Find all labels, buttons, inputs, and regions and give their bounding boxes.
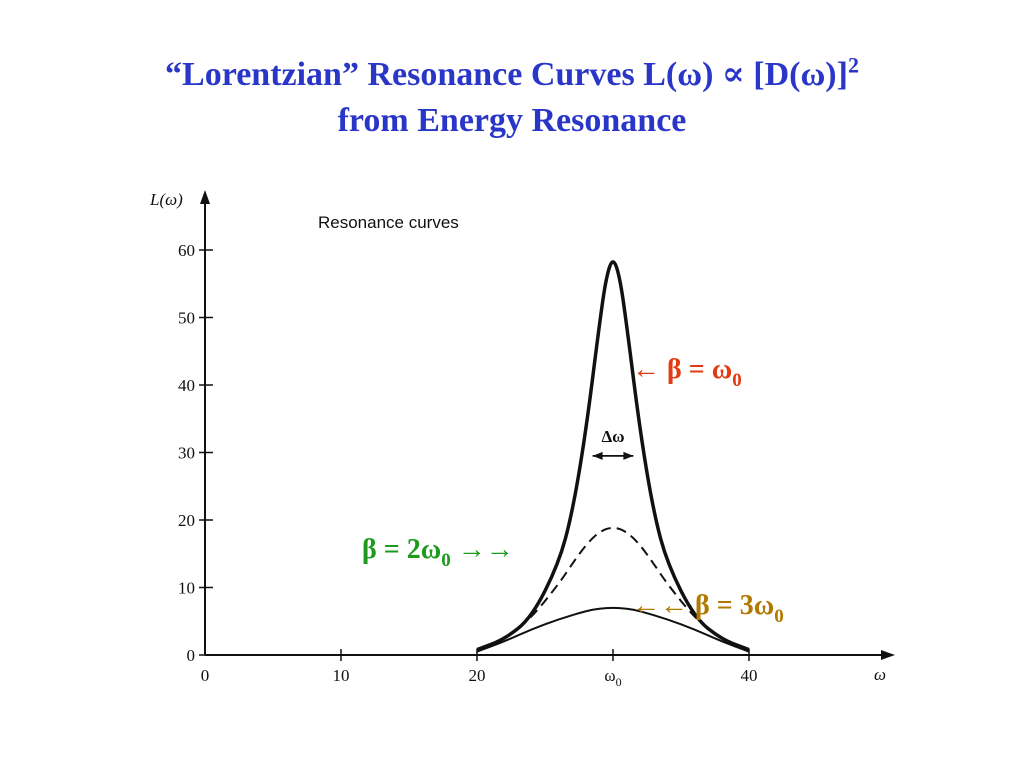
y-tick-label: 60 [178,241,195,260]
x-tick-label: ω0 [604,666,621,689]
delta-omega-marker: Δω [592,427,634,460]
x-axis-arrow [881,650,895,660]
chart-series [476,260,750,653]
y-tick-label: 40 [178,376,195,395]
x-tick-label: 0 [201,666,210,685]
slide-title-line2: from Energy Resonance [337,102,687,139]
slide-title: “Lorentzian” Resonance Curves L(ω) ∝ [D(… [0,52,1024,144]
delta-omega-arrow-right [623,451,634,460]
chart-annotations: ← β = ω0 β = 2ω0 →→ ←← β = 3ω0 [362,354,784,627]
x-tick-label: 40 [741,666,758,685]
delta-omega-arrow-left [592,451,603,460]
chart-axes [200,190,895,660]
x-tick-label: 10 [333,666,350,685]
series-line-3 [476,606,750,653]
chart-ticks: 0 10 20 30 40 50 60 0 10 20 ω0 40 [178,241,758,689]
series-annotation-1: ← β = ω0 [632,354,742,391]
y-tick-label: 50 [178,309,195,328]
y-tick-label: 10 [178,579,195,598]
x-axis-label: ω [874,665,886,684]
y-tick-label: 30 [178,444,195,463]
chart-title: Resonance curves [318,213,459,232]
slide-title-line1: “Lorentzian” Resonance Curves L(ω) ∝ [D(… [165,52,859,93]
series-annotation-2: β = 2ω0 →→ [362,534,514,571]
series-line-2 [476,526,750,653]
y-tick-label: 0 [187,646,196,665]
series-annotation-3: ←← β = 3ω0 [632,590,784,627]
y-tick-label: 20 [178,511,195,530]
x-tick-label: 20 [469,666,486,685]
delta-omega-label: Δω [601,427,624,446]
y-axis-arrow [200,190,210,204]
series-line-1 [476,260,750,652]
y-axis-label: L(ω) [149,190,183,209]
